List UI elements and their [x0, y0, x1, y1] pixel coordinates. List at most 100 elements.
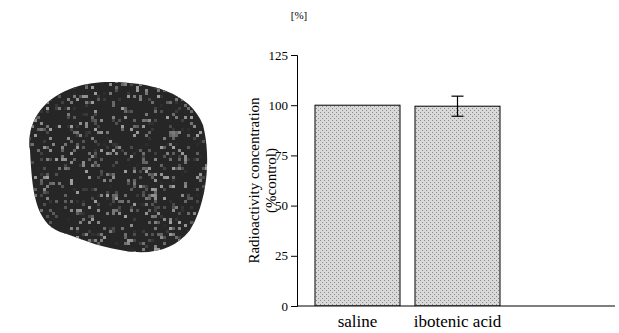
texture-pixel [133, 233, 136, 236]
texture-pixel [154, 83, 157, 86]
texture-pixel [121, 200, 124, 203]
texture-pixel [124, 215, 127, 218]
texture-pixel [64, 164, 67, 167]
texture-pixel [103, 92, 106, 95]
texture-pixel [145, 92, 148, 95]
texture-pixel [103, 98, 106, 101]
texture-pixel [79, 251, 82, 254]
texture-pixel [151, 176, 154, 179]
texture-pixel [169, 221, 172, 224]
texture-pixel [97, 143, 100, 146]
texture-pixel [34, 176, 37, 179]
texture-pixel [184, 200, 187, 203]
texture-pixel [166, 251, 169, 254]
texture-pixel [97, 194, 100, 197]
texture-pixel [154, 179, 157, 182]
texture-pixel [181, 194, 184, 197]
texture-pixel [31, 161, 34, 164]
texture-pixel [196, 200, 199, 203]
texture-pixel [175, 116, 178, 119]
texture-pixel [190, 233, 193, 236]
texture-pixel [76, 227, 79, 230]
texture-pixel [136, 125, 139, 128]
texture-pixel [139, 149, 142, 152]
texture-pixel [190, 239, 193, 242]
texture-pixel [133, 80, 136, 83]
texture-pixel [67, 137, 70, 140]
texture-pixel [88, 239, 91, 242]
texture-pixel [181, 128, 184, 131]
texture-pixel [133, 182, 136, 185]
texture-pixel [91, 188, 94, 191]
texture-pixel [64, 200, 67, 203]
texture-pixel [187, 146, 190, 149]
texture-pixel [106, 152, 109, 155]
y-tick: 125 [269, 48, 298, 63]
texture-pixel [163, 239, 166, 242]
texture-pixel [127, 179, 130, 182]
texture-pixel [106, 173, 109, 176]
texture-pixel [193, 188, 196, 191]
texture-pixel [46, 215, 49, 218]
texture-pixel [202, 185, 205, 188]
texture-pixel [82, 164, 85, 167]
texture-pixel [157, 206, 160, 209]
texture-pixel [127, 200, 130, 203]
texture-pixel [100, 158, 103, 161]
texture-pixel [163, 251, 166, 254]
texture-pixel [49, 98, 52, 101]
texture-pixel [37, 245, 40, 248]
texture-pixel [145, 143, 148, 146]
texture-pixel [127, 158, 130, 161]
texture-pixel [169, 155, 172, 158]
texture-pixel [193, 212, 196, 215]
texture-pixel [175, 134, 178, 137]
texture-pixel [130, 248, 133, 251]
texture-pixel [145, 92, 148, 95]
texture-pixel [118, 119, 121, 122]
texture-pixel [172, 233, 175, 236]
texture-pixel [85, 131, 88, 134]
texture-pixel [184, 236, 187, 239]
texture-pixel [67, 107, 70, 110]
y-tick: 25 [275, 248, 297, 263]
texture-pixel [172, 134, 175, 137]
texture-pixel [25, 83, 28, 86]
texture-pixel [196, 137, 199, 140]
texture-pixel [205, 119, 208, 122]
texture-pixel [112, 143, 115, 146]
texture-pixel [73, 83, 76, 86]
section-shape [30, 82, 208, 252]
texture-pixel [187, 233, 190, 236]
texture-pixel [67, 113, 70, 116]
y-tick: 0 [282, 299, 298, 314]
texture-pixel [76, 131, 79, 134]
error-cap [452, 116, 464, 117]
texture-pixel [124, 116, 127, 119]
texture-pixel [91, 137, 94, 140]
texture-pixel [70, 200, 73, 203]
texture-pixel [79, 221, 82, 224]
texture-pixel [97, 131, 100, 134]
texture-pixel [127, 182, 130, 185]
y-tick-mark [291, 55, 297, 56]
texture-pixel [154, 209, 157, 212]
texture-pixel [37, 221, 40, 224]
texture-pixel [121, 125, 124, 128]
texture-pixel [172, 227, 175, 230]
texture-pixel [190, 197, 193, 200]
texture-pixel [196, 134, 199, 137]
texture-pixel [142, 230, 145, 233]
texture-pixel [151, 194, 154, 197]
texture-pixel [175, 131, 178, 134]
texture-pixel [118, 119, 121, 122]
texture-pixel [190, 101, 193, 104]
texture-pixel [199, 140, 202, 143]
texture-pixel [205, 185, 208, 188]
y-axis-line [291, 56, 298, 307]
texture-pixel [199, 86, 202, 89]
texture-pixel [172, 209, 175, 212]
texture-pixel [181, 80, 184, 83]
texture-pixel [202, 245, 205, 248]
texture-pixel [73, 188, 76, 191]
